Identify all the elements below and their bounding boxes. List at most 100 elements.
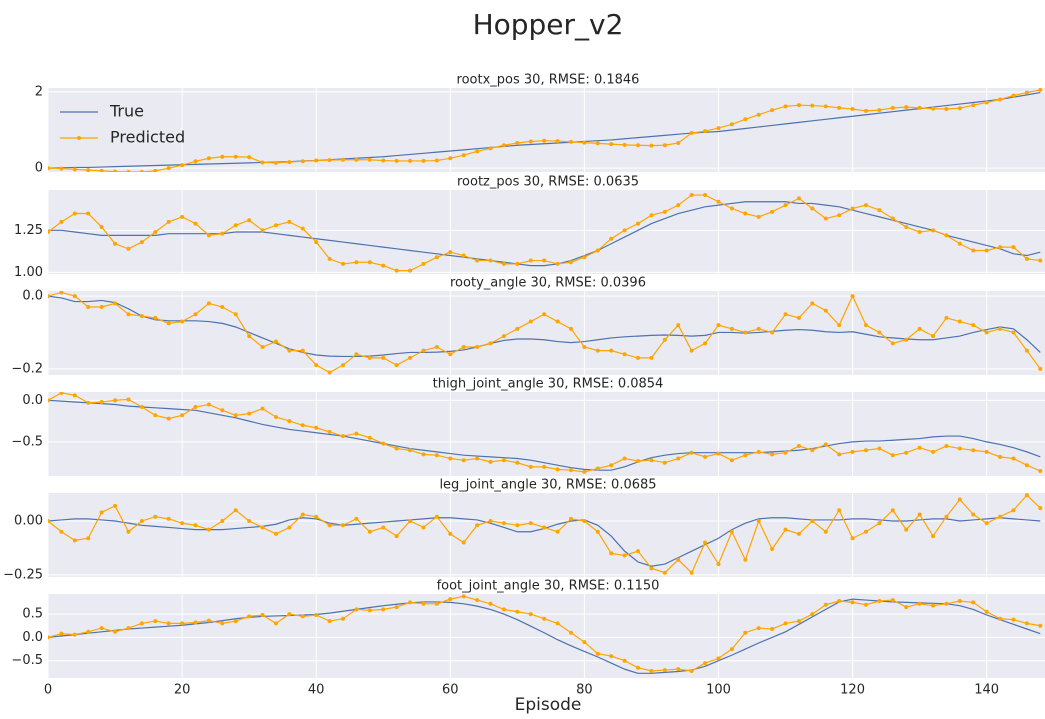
point bbox=[139, 519, 144, 523]
point bbox=[515, 140, 520, 145]
y-tick-label: 0.00 bbox=[14, 514, 43, 529]
point bbox=[904, 450, 909, 455]
point bbox=[381, 607, 386, 612]
point bbox=[542, 258, 547, 263]
point bbox=[595, 651, 600, 656]
point bbox=[716, 199, 721, 204]
point bbox=[796, 196, 801, 201]
point bbox=[984, 609, 989, 614]
point bbox=[582, 345, 587, 349]
point bbox=[153, 514, 158, 519]
point bbox=[676, 557, 681, 562]
point bbox=[729, 529, 734, 534]
point bbox=[408, 448, 413, 453]
point bbox=[756, 626, 761, 631]
point bbox=[528, 464, 533, 469]
point bbox=[877, 599, 882, 603]
point bbox=[475, 258, 480, 263]
point bbox=[354, 260, 359, 265]
point bbox=[327, 158, 332, 163]
point bbox=[367, 435, 372, 440]
point bbox=[501, 521, 506, 526]
point bbox=[421, 261, 426, 266]
point bbox=[515, 460, 520, 465]
point bbox=[877, 208, 882, 213]
point bbox=[434, 345, 439, 349]
point bbox=[488, 519, 493, 523]
point bbox=[300, 614, 305, 619]
point bbox=[783, 450, 788, 455]
point bbox=[448, 250, 453, 255]
point bbox=[649, 213, 654, 218]
point bbox=[166, 219, 171, 224]
point bbox=[703, 341, 708, 346]
point bbox=[984, 248, 989, 253]
series-line bbox=[48, 201, 1041, 267]
series-group bbox=[48, 291, 1043, 375]
point bbox=[247, 519, 252, 523]
point bbox=[354, 431, 359, 436]
point bbox=[367, 157, 372, 162]
point bbox=[957, 241, 962, 246]
point bbox=[998, 245, 1003, 250]
point bbox=[756, 326, 761, 331]
point bbox=[850, 107, 855, 111]
point bbox=[72, 393, 77, 398]
point bbox=[568, 139, 573, 144]
legend-label: Predicted bbox=[110, 128, 185, 147]
point bbox=[944, 514, 949, 519]
point bbox=[662, 668, 667, 673]
point bbox=[595, 529, 600, 534]
point bbox=[354, 516, 359, 521]
point bbox=[341, 616, 346, 621]
point bbox=[971, 448, 976, 453]
point bbox=[48, 230, 50, 234]
point bbox=[488, 601, 493, 606]
point bbox=[153, 315, 158, 320]
subplot-title: rootz_pos 30, RMSE: 0.0635 bbox=[457, 175, 639, 190]
point bbox=[48, 635, 50, 640]
point bbox=[823, 104, 828, 109]
point bbox=[689, 193, 694, 198]
point bbox=[300, 423, 305, 428]
series-line bbox=[48, 399, 1041, 471]
point bbox=[890, 105, 895, 110]
point bbox=[139, 621, 144, 626]
point bbox=[689, 570, 694, 575]
series-group bbox=[48, 392, 1043, 474]
point bbox=[1038, 506, 1043, 511]
point bbox=[48, 519, 50, 523]
point bbox=[971, 323, 976, 328]
point bbox=[998, 514, 1003, 519]
point bbox=[595, 141, 600, 146]
point bbox=[568, 468, 573, 473]
point bbox=[206, 233, 211, 238]
point bbox=[703, 129, 708, 134]
y-tick-label: 1.00 bbox=[14, 265, 43, 280]
point bbox=[1024, 90, 1029, 95]
point bbox=[113, 398, 118, 403]
point bbox=[568, 260, 573, 265]
point bbox=[59, 392, 64, 395]
point bbox=[180, 319, 185, 324]
point bbox=[408, 600, 413, 605]
point bbox=[113, 301, 118, 306]
point bbox=[636, 143, 641, 148]
point bbox=[729, 206, 734, 211]
point bbox=[434, 255, 439, 260]
point bbox=[408, 158, 413, 163]
point bbox=[314, 240, 319, 245]
point bbox=[609, 236, 614, 241]
point bbox=[193, 312, 198, 317]
point bbox=[448, 156, 453, 161]
point bbox=[595, 248, 600, 253]
point bbox=[1011, 508, 1016, 513]
point bbox=[448, 597, 453, 602]
point bbox=[233, 413, 238, 418]
point bbox=[247, 155, 252, 160]
point bbox=[126, 626, 131, 631]
point bbox=[113, 503, 118, 508]
point bbox=[931, 449, 936, 454]
point bbox=[461, 345, 466, 349]
point bbox=[153, 413, 158, 418]
